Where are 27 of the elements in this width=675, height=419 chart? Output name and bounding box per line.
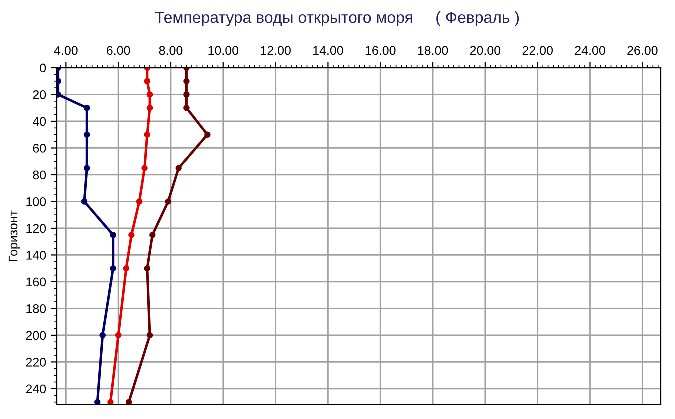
y-tick-label: 40 xyxy=(32,117,46,126)
y-tick-label: 20 xyxy=(33,90,46,100)
y-tick-label: 160 xyxy=(26,278,46,287)
y-tick-label: 200 xyxy=(26,331,46,340)
x-tick-label: 4.00 xyxy=(54,46,78,56)
y-axis-title: Горизонт xyxy=(8,210,20,262)
y-tick-label: 120 xyxy=(26,224,46,234)
y-tick-label: 140 xyxy=(26,251,46,260)
y-tick-label: 60 xyxy=(33,144,46,153)
x-tick-label: 12.00 xyxy=(261,46,291,56)
x-tick-label: 10.00 xyxy=(208,46,239,56)
x-tick-label: 16.00 xyxy=(366,46,396,56)
x-tick-label: 18.00 xyxy=(418,46,448,56)
x-tick-label: 8.00 xyxy=(159,46,183,56)
x-tick-label: 6.00 xyxy=(107,46,130,56)
y-tick-label: 240 xyxy=(26,384,46,394)
x-tick-label: 26.00 xyxy=(628,46,658,56)
y-tick-label: 100 xyxy=(26,198,46,206)
y-tick-label: 80 xyxy=(33,170,46,180)
x-tick-label: 22.00 xyxy=(522,46,553,56)
chart-title: Температура воды открытого моря ( Февраль ) xyxy=(155,11,520,26)
y-tick-label: 220 xyxy=(26,358,46,367)
y-tick-label: 180 xyxy=(26,304,46,314)
x-tick-label: 24.00 xyxy=(575,46,606,56)
x-tick-label: 14.00 xyxy=(314,46,344,56)
y-tick-label: 0 xyxy=(40,64,46,73)
x-tick-label: 20.00 xyxy=(470,46,501,56)
